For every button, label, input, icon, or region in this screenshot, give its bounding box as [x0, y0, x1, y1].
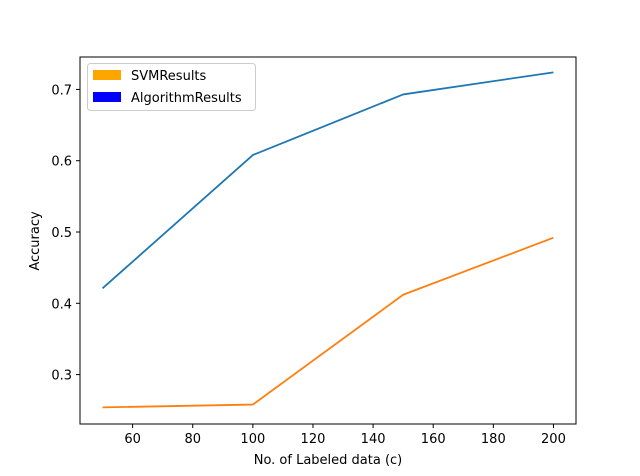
series-line-2: [102, 236, 554, 409]
y-tick-label: 0.6: [51, 155, 72, 170]
y-tick-label: 0.4: [51, 297, 72, 312]
series-line-1: [101, 71, 554, 290]
x-tick-label: 200: [541, 432, 566, 447]
y-tick-label: 0.5: [51, 226, 72, 241]
legend-swatch: [93, 70, 121, 80]
x-axis-title: No. of Labeled data (c): [254, 453, 403, 468]
legend-label: AlgorithmResults: [131, 91, 242, 106]
legend-box: [87, 63, 256, 111]
x-tick-label: 100: [240, 432, 265, 447]
x-tick-label: 60: [124, 432, 141, 447]
y-axis-title: Accuracy: [28, 211, 43, 271]
x-tick-label: 80: [184, 432, 201, 447]
x-tick-label: 140: [361, 432, 386, 447]
legend-swatch: [93, 92, 121, 102]
legend-label: SVMResults: [131, 69, 207, 84]
x-axis-ticks: 60 80 100 120 140 160 180 200: [124, 424, 566, 447]
x-tick-label: 160: [421, 432, 446, 447]
y-tick-label: 0.7: [51, 83, 72, 98]
plot-frame: [79, 56, 577, 425]
series-layer: [101, 71, 554, 409]
legend: SVMResults AlgorithmResults: [87, 63, 256, 111]
y-axis-ticks: 0.3 0.4 0.5 0.6 0.7: [51, 83, 80, 384]
x-tick-label: 180: [481, 432, 506, 447]
x-tick-label: 120: [301, 432, 326, 447]
y-tick-label: 0.3: [51, 369, 72, 384]
